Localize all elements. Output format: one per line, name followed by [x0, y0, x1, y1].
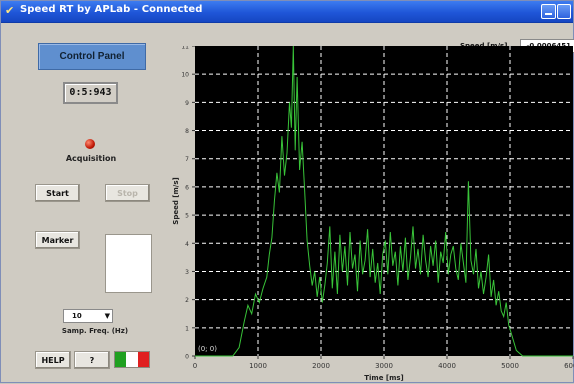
help-button[interactable]: HELP: [35, 351, 71, 369]
marker-display: [105, 234, 152, 293]
y-axis-label: Speed [m/s]: [172, 177, 180, 224]
samp-freq-select[interactable]: 10 ▼: [63, 309, 113, 323]
origin-annotation: (0; 0): [198, 345, 217, 353]
window-title: Speed RT by APLab - Connected: [20, 4, 203, 15]
flag-stripe-red: [137, 352, 149, 367]
stop-button[interactable]: Stop: [105, 184, 150, 202]
y-tick-label: 6: [185, 184, 189, 191]
y-tick-label: 7: [185, 156, 189, 163]
control-panel-title: Control Panel: [38, 43, 146, 70]
x-tick-label: 6000: [564, 362, 574, 370]
x-tick-label: 0: [193, 362, 197, 370]
minimize-icon: [545, 13, 552, 15]
language-flag-button[interactable]: [114, 351, 150, 368]
y-tick-label: 0: [185, 354, 189, 361]
question-button[interactable]: ?: [74, 351, 110, 369]
minimize-button[interactable]: [541, 4, 556, 19]
maximize-button[interactable]: [557, 4, 571, 19]
acquisition-label: Acquisition: [65, 154, 117, 163]
x-tick-label: 3000: [375, 362, 393, 370]
app-icon: ✔: [5, 4, 15, 17]
acquisition-led-icon: [85, 139, 95, 149]
marker-button[interactable]: Marker: [35, 231, 80, 249]
elapsed-timer: 0:5:943: [63, 82, 118, 104]
speed-series-line: [195, 46, 573, 357]
flag-stripe-green: [115, 352, 127, 367]
start-button[interactable]: Start: [35, 184, 80, 202]
x-tick-label: 5000: [501, 362, 519, 370]
x-tick-label: 1000: [249, 362, 267, 370]
y-tick-label: 8: [185, 128, 189, 135]
y-tick-label: 3: [185, 269, 189, 276]
samp-freq-label: Samp. Freq. (Hz): [61, 327, 129, 335]
x-tick-label: 2000: [312, 362, 330, 370]
y-tick-label: 10: [181, 72, 189, 79]
flag-stripe-white: [126, 352, 138, 367]
y-tick-label: 2: [185, 297, 189, 304]
y-tick-label: 1: [185, 325, 189, 332]
x-axis-label: Time [ms]: [364, 374, 404, 382]
chevron-down-icon: ▼: [104, 312, 110, 320]
y-tick-label: 11: [181, 46, 189, 51]
x-tick-label: 4000: [438, 362, 456, 370]
speed-chart: 0 1000 2000 3000 4000 5000 6000 0 1 2 3 4 5 6 7 8 9 10 11 (…: [172, 46, 574, 382]
y-tick-label: 4: [185, 241, 189, 248]
samp-freq-value: 10: [72, 312, 82, 320]
y-tick-label: 9: [185, 100, 189, 107]
title-bar[interactable]: ✔ Speed RT by APLab - Connected: [1, 1, 573, 23]
y-tick-label: 5: [185, 213, 189, 220]
